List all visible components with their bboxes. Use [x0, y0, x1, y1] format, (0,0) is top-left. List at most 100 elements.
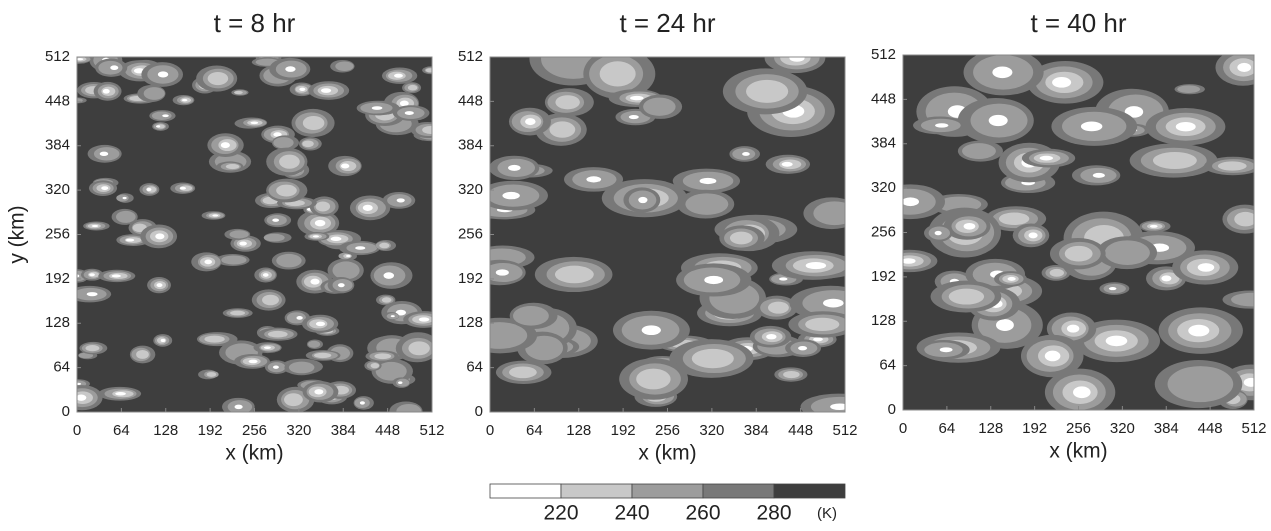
contour-blob: [422, 125, 432, 134]
contour-blob: [425, 68, 432, 73]
contour-blob: [1028, 232, 1038, 239]
colorbar-tick-label: 280: [756, 502, 791, 525]
x-tick-label: 320: [286, 422, 311, 439]
contour-blob: [396, 403, 422, 412]
y-tick-label: 256: [871, 223, 896, 240]
x-tick-label: 192: [198, 422, 223, 439]
y-tick-label: 192: [45, 270, 70, 287]
contour-blob: [805, 261, 827, 270]
y-tick-label: 64: [466, 359, 483, 376]
contour-blob: [502, 191, 520, 200]
contour-blob: [490, 322, 528, 349]
contour-blob: [1052, 77, 1072, 88]
contour-blob: [554, 265, 594, 284]
contour-blob: [525, 335, 564, 361]
contour-blob: [212, 214, 219, 217]
x-tick-label: 256: [242, 422, 267, 439]
x-tick-label: 64: [939, 420, 956, 437]
contour-blob: [408, 341, 430, 356]
y-tick-label: 192: [871, 268, 896, 285]
contour-field: [903, 55, 1254, 410]
contour-blob: [509, 366, 537, 379]
contour-blob: [156, 283, 163, 288]
contour-blob: [699, 177, 717, 185]
panel-title: t = 24 hr: [619, 8, 715, 38]
contour-blob: [111, 274, 121, 278]
contour-blob: [996, 319, 1014, 332]
y-tick-label: 0: [62, 403, 70, 420]
colorbar-segment: [489, 483, 562, 499]
contour-blob: [346, 254, 351, 258]
y-tick-label: 384: [458, 137, 483, 154]
contour-blob: [805, 317, 840, 332]
contour-blob: [234, 90, 243, 95]
x-tick-label: 128: [978, 420, 1003, 437]
y-tick-label: 448: [45, 92, 70, 109]
x-tick-label: 128: [153, 422, 178, 439]
contour-blob: [643, 97, 676, 116]
y-tick-label: 256: [45, 225, 70, 242]
contour-blob: [903, 197, 920, 207]
contour-blob: [789, 57, 805, 62]
x-tick-label: 512: [832, 422, 857, 439]
contour-blob: [903, 258, 916, 264]
contour-blob: [288, 361, 315, 374]
contour-blob: [262, 294, 279, 306]
contour-blob: [549, 121, 576, 138]
contour-field: [77, 57, 432, 412]
contour-blob: [383, 272, 395, 279]
contour-blob: [314, 352, 332, 359]
contour-blob: [379, 242, 390, 249]
x-tick-label: 256: [1066, 420, 1091, 437]
contour-blob: [1177, 85, 1201, 93]
y-tick-label: 64: [53, 359, 70, 376]
contour-blob: [1175, 122, 1196, 132]
contour-blob: [1049, 268, 1065, 277]
contour-blob: [312, 235, 319, 238]
contour-blob: [685, 193, 729, 215]
contour-blob: [279, 154, 300, 169]
contour-blob: [286, 312, 306, 324]
contour-blob: [314, 389, 324, 395]
contour-blob: [935, 123, 949, 128]
contour-blob: [630, 95, 644, 101]
contour-blob: [102, 88, 110, 94]
x-axis-label: x (km): [225, 442, 283, 465]
colorbar-segment: [560, 483, 633, 499]
contour-blob: [206, 372, 217, 377]
contour-blob: [495, 269, 509, 276]
contour-blob: [89, 273, 95, 277]
y-tick-label: 64: [879, 357, 896, 374]
contour-blob: [302, 140, 314, 148]
contour-blob: [225, 163, 240, 170]
contour-blob: [315, 201, 331, 212]
contour-blob: [992, 66, 1013, 79]
contour-blob: [555, 95, 580, 110]
contour-blob: [525, 118, 536, 126]
contour-blob: [314, 219, 326, 227]
contour-blob: [285, 66, 296, 72]
contour-blob: [599, 61, 636, 87]
contour-blob: [156, 124, 165, 129]
contour-blob: [939, 347, 953, 353]
contour-blob: [1092, 172, 1105, 178]
contour-blob: [998, 212, 1030, 226]
contour-blob: [1104, 240, 1150, 265]
x-tick-label: 192: [611, 422, 636, 439]
contour-blob: [1007, 276, 1016, 281]
contour-blob: [1064, 245, 1093, 262]
contour-blob: [362, 204, 373, 211]
contour-blob: [267, 330, 288, 338]
panel-title: t = 40 hr: [1030, 8, 1126, 38]
contour-blob: [86, 292, 98, 297]
y-tick-label: 128: [871, 312, 896, 329]
contour-blob: [116, 194, 129, 202]
contour-blob: [742, 152, 750, 156]
contour-blob: [1243, 377, 1254, 387]
contour-blob: [404, 111, 414, 116]
contour-blob: [272, 365, 279, 369]
contour-blob: [1197, 263, 1215, 272]
contour-blob: [160, 338, 166, 343]
contour-blob: [636, 368, 671, 390]
contour-blob: [371, 106, 383, 110]
